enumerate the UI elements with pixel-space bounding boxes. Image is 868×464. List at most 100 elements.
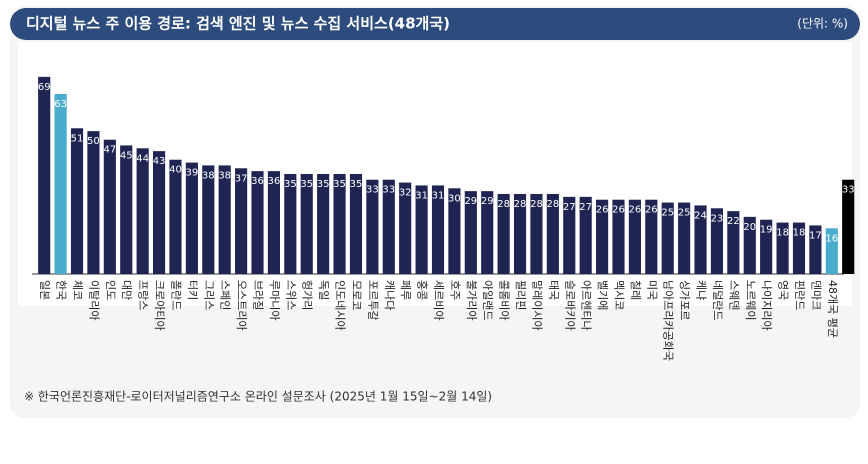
bar — [743, 216, 756, 274]
bar — [267, 171, 280, 274]
x-tick-label: 싱가포르 — [678, 280, 691, 320]
x-tick-label: 말레이시아 — [530, 280, 543, 331]
bar — [235, 168, 248, 274]
bar — [284, 174, 297, 274]
x-tick-label: 칠레 — [629, 280, 642, 300]
value-label: 26 — [629, 205, 642, 216]
value-label: 40 — [169, 165, 182, 176]
x-tick-label: 슬로바키아 — [563, 280, 576, 331]
x-tick-label: 헝가리 — [301, 280, 314, 310]
bar — [333, 174, 346, 274]
x-tick-label: 대만 — [120, 280, 133, 300]
value-label: 19 — [760, 225, 773, 236]
x-tick-label: 폴란드 — [169, 280, 182, 310]
value-label: 25 — [661, 208, 674, 219]
bar — [120, 145, 133, 274]
bar — [251, 171, 264, 274]
bar — [54, 94, 67, 274]
x-tick-label: 케냐 — [695, 280, 708, 300]
bar — [382, 179, 395, 274]
value-label: 16 — [825, 233, 838, 244]
bar — [776, 222, 789, 274]
x-tick-label: 페루 — [399, 280, 412, 300]
value-label: 25 — [678, 208, 691, 219]
bar — [300, 174, 313, 274]
x-tick-label: 터키 — [186, 280, 199, 300]
x-tick-label: 캐나다 — [383, 280, 396, 310]
bar — [612, 199, 625, 274]
value-label: 69 — [38, 82, 51, 93]
x-tick-label: 핀란드 — [793, 280, 806, 310]
bar — [645, 199, 658, 274]
value-label: 33 — [382, 185, 395, 196]
value-label: 45 — [120, 150, 133, 161]
bar — [628, 199, 641, 274]
x-tick-label: 그리스 — [202, 280, 215, 310]
value-label: 35 — [317, 179, 330, 190]
bar — [792, 222, 806, 274]
bar — [415, 185, 428, 274]
x-tick-label: 남아프리카공화국 — [662, 280, 675, 361]
value-label: 31 — [432, 190, 445, 201]
value-label: 47 — [103, 145, 116, 156]
x-tick-label: 프랑스 — [137, 280, 150, 310]
x-tick-label: 미국 — [645, 280, 658, 300]
bar — [431, 185, 445, 274]
x-tick-label: 스위스 — [284, 280, 297, 310]
bar — [497, 194, 510, 274]
value-label: 17 — [809, 230, 822, 241]
bar — [596, 199, 609, 274]
x-tick-label: 모로코 — [350, 280, 363, 310]
bar — [185, 162, 198, 274]
value-label: 27 — [579, 202, 592, 213]
value-label: 30 — [448, 193, 461, 204]
chart-title: 디지털 뉴스 주 이용 경로: 검색 엔진 및 뉴스 수집 서비스(48개국) — [26, 15, 450, 33]
bar — [513, 194, 527, 274]
value-label: 31 — [415, 190, 428, 201]
value-label: 43 — [153, 156, 166, 167]
x-tick-label: 아르헨티나 — [580, 280, 593, 331]
value-label: 35 — [333, 179, 346, 190]
x-tick-label: 태국 — [547, 280, 560, 300]
value-label: 51 — [71, 133, 84, 144]
value-label: 37 — [235, 173, 248, 184]
x-tick-label: 인도 — [104, 280, 117, 300]
x-tick-label: 48개국 평균 — [826, 280, 839, 338]
value-label: 50 — [87, 136, 100, 147]
value-label: 26 — [645, 205, 658, 216]
x-tick-label: 노르웨이 — [744, 280, 757, 320]
bar — [481, 191, 494, 274]
bar — [464, 191, 477, 274]
bar — [202, 165, 215, 274]
bar — [218, 165, 231, 274]
value-label: 38 — [202, 170, 215, 181]
x-tick-label: 브라질 — [252, 280, 265, 310]
x-tick-label: 필리핀 — [514, 280, 527, 310]
bar — [38, 76, 51, 274]
value-label: 23 — [711, 213, 724, 224]
x-tick-label: 멕시코 — [612, 280, 625, 310]
value-label: 63 — [54, 99, 67, 110]
bar — [317, 174, 330, 274]
header-bar — [10, 8, 860, 40]
x-tick-label: 일본 — [38, 280, 52, 300]
value-label: 39 — [186, 168, 199, 179]
x-tick-label: 세르비아 — [432, 280, 445, 320]
value-label: 36 — [251, 176, 264, 187]
value-label: 22 — [727, 216, 740, 227]
bar — [678, 202, 691, 274]
value-label: 44 — [136, 153, 149, 164]
bar — [579, 196, 592, 274]
x-tick-label: 스웨덴 — [727, 280, 740, 310]
x-tick-label: 스페인 — [219, 280, 232, 310]
x-tick-label: 오스트리아 — [235, 280, 248, 331]
value-label: 36 — [268, 176, 281, 187]
value-label: 28 — [530, 199, 543, 210]
bar — [661, 202, 674, 274]
bar — [710, 208, 724, 274]
value-label: 27 — [563, 202, 576, 213]
unit-label: (단위: %) — [797, 17, 848, 31]
bar — [169, 159, 182, 274]
x-tick-label: 나이지리아 — [760, 280, 773, 331]
